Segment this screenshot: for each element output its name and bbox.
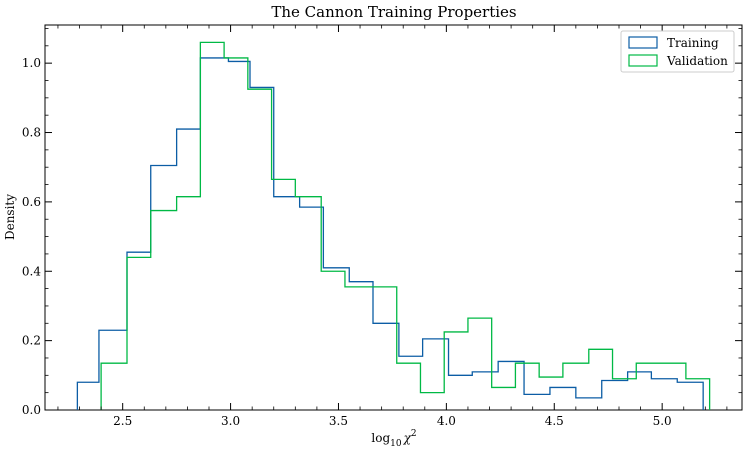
bin-training	[177, 129, 201, 410]
x-axis-title-log: log	[371, 431, 390, 445]
y-tick-label: 0.8	[22, 126, 41, 140]
series-layer	[76, 41, 711, 410]
bin-validation	[345, 287, 371, 410]
bin-training	[449, 375, 473, 410]
bin-validation	[127, 257, 151, 410]
y-tick-label: 0.0	[22, 403, 41, 417]
y-tick-label: 0.6	[22, 195, 41, 209]
legend-label-training: Training	[667, 36, 719, 50]
x-axis-title-sup: 2	[411, 429, 417, 439]
bin-validation	[515, 363, 539, 410]
bin-validation	[444, 332, 468, 410]
legend-label-validation: Validation	[666, 54, 728, 68]
bin-training	[77, 382, 99, 410]
bin-training	[250, 87, 274, 410]
bin-training	[300, 207, 324, 410]
x-tick-label: 4.0	[437, 414, 456, 428]
x-axis-title: log10 χ2	[371, 429, 416, 449]
histogram-outline-validation	[100, 41, 711, 410]
x-tick-label: 5.0	[653, 414, 672, 428]
x-tick-label: 3.0	[221, 414, 240, 428]
bin-training	[127, 252, 151, 410]
bin-training	[602, 381, 628, 410]
legend-swatch-validation	[628, 54, 658, 67]
bin-validation	[613, 379, 637, 410]
legend-box	[620, 30, 735, 73]
legend: Training Validation	[620, 30, 735, 73]
bin-validation	[248, 89, 272, 410]
bin-training	[651, 379, 677, 410]
bin-training	[472, 372, 498, 410]
bin-validation	[295, 197, 321, 410]
bin-validation	[589, 349, 613, 410]
x-tick-label: 2.5	[113, 414, 132, 428]
bin-training	[628, 372, 652, 410]
bin-training	[274, 197, 300, 410]
x-tick-label: 4.5	[545, 414, 564, 428]
bin-validation	[686, 379, 710, 410]
bin-training	[677, 382, 703, 410]
bin-validation	[397, 363, 421, 410]
x-axis-title-var: χ	[403, 431, 412, 445]
bin-validation	[636, 363, 660, 410]
bin-training	[576, 398, 602, 410]
x-axis-title-sub: 10	[390, 439, 402, 449]
bin-validation	[177, 197, 201, 410]
bin-training	[323, 268, 349, 410]
chart-title: The Cannon Training Properties	[271, 3, 516, 21]
bin-validation	[468, 318, 492, 410]
bin-training	[200, 58, 228, 410]
bin-validation	[660, 363, 686, 410]
bin-training	[399, 356, 423, 410]
bin-validation	[492, 387, 516, 410]
y-tick-label: 1.0	[22, 56, 41, 70]
y-axis-title: Density	[3, 194, 17, 240]
bin-training	[373, 323, 399, 410]
ticks-layer: 2.5 3.0 3.5 4.0 4.5 5.0 0.0 0.2 0.4 0.6 0.8 1.0	[22, 25, 742, 428]
bin-training	[524, 394, 550, 410]
plot-area: 2.5 3.0 3.5 4.0 4.5 5.0 0.0 0.2 0.4 0.6 0.8 1.0	[22, 24, 743, 428]
legend-swatch-training	[628, 36, 658, 49]
histogram-outline-training	[76, 57, 704, 410]
bin-validation	[563, 363, 589, 410]
x-tick-label: 3.5	[329, 414, 348, 428]
bin-validation	[224, 58, 248, 410]
bin-validation	[420, 393, 444, 410]
y-tick-label: 0.2	[22, 334, 41, 348]
bin-validation	[272, 179, 296, 410]
bin-training	[151, 165, 177, 410]
bin-validation	[151, 211, 177, 410]
bin-training	[349, 282, 373, 410]
bin-validation	[371, 287, 397, 410]
bin-validation	[539, 377, 563, 410]
series-validation	[100, 41, 711, 410]
bin-training	[99, 330, 127, 410]
bin-validation	[321, 271, 345, 410]
bin-validation	[200, 42, 224, 410]
bin-validation	[101, 363, 127, 410]
bin-training	[228, 61, 250, 410]
y-tick-label: 0.4	[22, 264, 41, 278]
bin-training	[498, 361, 524, 410]
plot-frame	[44, 24, 743, 411]
series-training	[76, 57, 704, 410]
